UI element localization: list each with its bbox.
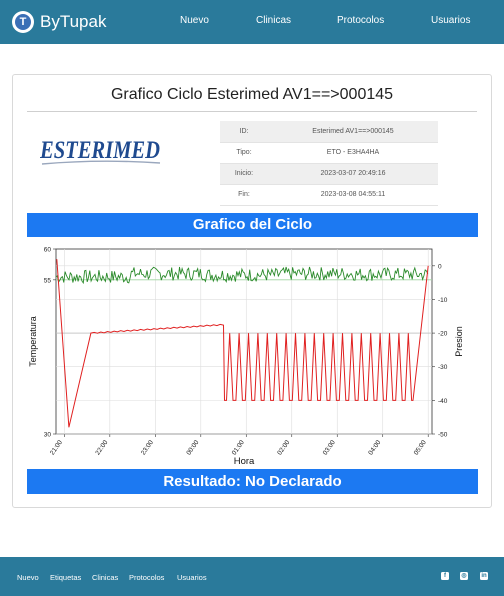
info-label: Inicio: <box>220 163 268 184</box>
cycle-card: Grafico Ciclo Esterimed AV1==>000145 EST… <box>12 74 492 508</box>
x-tick-label: 05:00 <box>413 439 428 457</box>
x-tick-label: 03:00 <box>322 439 337 457</box>
info-row-tipo: Tipo: ETO - E3HA4HA <box>220 142 438 163</box>
footer: Nuevo Etiquetas Clinicas Protocolos Usua… <box>0 557 504 596</box>
y-right-tick-label: -30 <box>438 364 448 371</box>
facebook-icon[interactable]: f <box>441 572 449 580</box>
nav-link-clinicas[interactable]: Clinicas <box>256 15 291 26</box>
y-right-tick-label: -50 <box>438 432 448 439</box>
y-left-tick-label: 60 <box>44 247 52 254</box>
info-value: 2023-03-07 20:49:16 <box>268 163 438 184</box>
brand-name: ByTupak <box>40 12 106 32</box>
page-title: Grafico Ciclo Esterimed AV1==>000145 <box>13 86 491 104</box>
x-tick-label: 02:00 <box>276 439 291 457</box>
instagram-icon[interactable]: ◎ <box>460 572 468 580</box>
x-tick-label: 01:00 <box>231 439 246 457</box>
x-tick-label: 04:00 <box>367 439 382 457</box>
footer-link-nuevo[interactable]: Nuevo <box>17 573 39 582</box>
nav-link-protocolos[interactable]: Protocolos <box>337 15 384 26</box>
info-label: Fin: <box>220 184 268 205</box>
info-label: Tipo: <box>220 142 268 163</box>
nav-link-nuevo[interactable]: Nuevo <box>180 15 209 26</box>
chart-title-banner: Grafico del Ciclo <box>27 213 478 237</box>
info-row-id: ID: Esterimed AV1==>000145 <box>220 121 438 142</box>
info-value: ETO - E3HA4HA <box>268 142 438 163</box>
linkedin-icon[interactable]: in <box>480 572 488 580</box>
y-left-tick-label: 55 <box>44 277 52 284</box>
nav-link-usuarios[interactable]: Usuarios <box>431 15 470 26</box>
cycle-info-table: ID: Esterimed AV1==>000145 Tipo: ETO - E… <box>220 121 438 206</box>
cycle-chart: 21:00 22:00 23:00 00:00 01:00 02:00 03:00 04:00… <box>27 239 478 469</box>
footer-link-etiquetas[interactable]: Etiquetas <box>50 573 81 582</box>
info-value: 2023-03-08 04:55:11 <box>268 184 438 205</box>
footer-link-usuarios[interactable]: Usuarios <box>177 573 207 582</box>
y-right-tick-label: -40 <box>438 398 448 405</box>
title-divider <box>27 111 477 112</box>
info-label: ID: <box>220 121 268 142</box>
brand-logo-icon: T <box>12 11 34 33</box>
x-tick-label: 00:00 <box>185 439 200 457</box>
info-row-inicio: Inicio: 2023-03-07 20:49:16 <box>220 163 438 184</box>
x-tick-label: 21:00 <box>49 439 64 457</box>
esterimed-logo-text: ESTERIMED <box>40 137 160 164</box>
y-left-axis-label: Temperatura <box>28 316 38 367</box>
y-left-tick-label: 30 <box>44 432 52 439</box>
info-row-fin: Fin: 2023-03-08 04:55:11 <box>220 184 438 205</box>
top-navbar: T ByTupak Nuevo Clinicas Protocolos Usua… <box>0 0 504 44</box>
x-axis-label: Hora <box>234 456 255 467</box>
y-right-tick-label: 0 <box>438 263 442 270</box>
brand-home-link[interactable]: T ByTupak <box>12 11 106 33</box>
y-right-axis-label: Presion <box>454 326 464 357</box>
x-tick-label: 23:00 <box>140 439 155 457</box>
footer-link-protocolos[interactable]: Protocolos <box>129 573 164 582</box>
y-right-tick-label: -20 <box>438 331 448 338</box>
info-value: Esterimed AV1==>000145 <box>268 121 438 142</box>
footer-link-clinicas[interactable]: Clinicas <box>92 573 118 582</box>
esterimed-logo: ESTERIMED <box>40 133 165 173</box>
x-tick-label: 22:00 <box>94 439 109 457</box>
y-right-tick-label: -10 <box>438 297 448 304</box>
result-banner: Resultado: No Declarado <box>27 469 478 494</box>
